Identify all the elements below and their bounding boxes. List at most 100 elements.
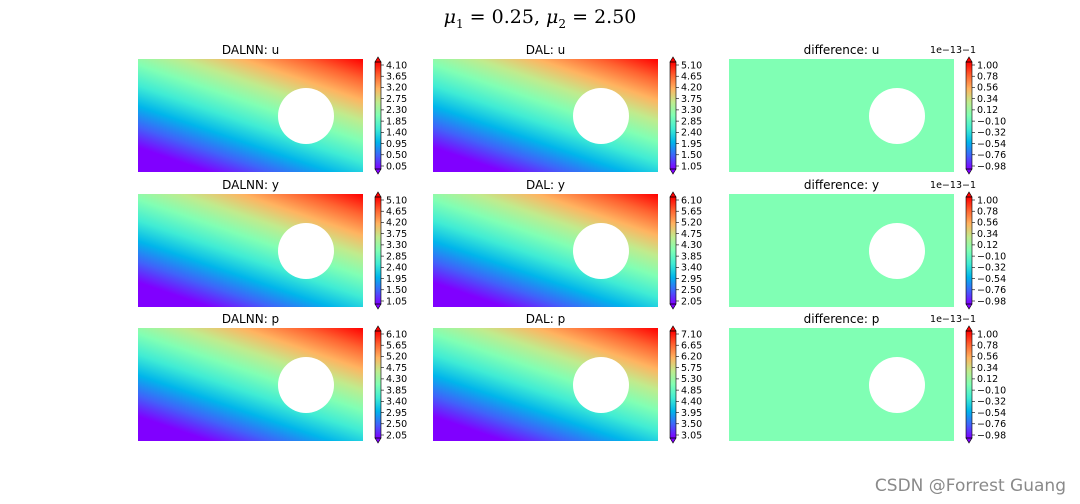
mu2-subscript: 2 (558, 16, 567, 31)
colorbar-tick-label: 4.65 (681, 72, 702, 83)
colorbar-extend-min (374, 437, 382, 444)
colorbar-extend-min (374, 168, 382, 175)
colorbar-bar (966, 331, 972, 438)
colorbar-tick-label: 4.65 (386, 207, 407, 218)
colorbar-tick-label: 5.75 (681, 363, 702, 374)
colorbar-tick-label: −0.98 (977, 296, 1006, 307)
circle-hole (573, 357, 629, 413)
subplot-title: DALNN: p (222, 312, 279, 326)
colorbar-tick-label: 3.30 (386, 240, 407, 251)
colorbar-extend-max (374, 325, 382, 332)
subplot-title: DAL: u (526, 43, 565, 57)
colorbar-tick-label: 2.95 (681, 274, 702, 285)
colorbar-tick-label: 0.12 (977, 240, 998, 251)
colorbar: 2.052.502.953.403.854.304.755.205.656.10 (669, 191, 702, 310)
colorbar-tick-label: 0.56 (977, 352, 998, 363)
colorbar-tick-label: 2.50 (681, 285, 702, 296)
colorbar-tick-label: 5.30 (681, 374, 702, 385)
colorbar-tick-label: 0.56 (977, 83, 998, 94)
colorbar-tick-label: 0.12 (977, 374, 998, 385)
colorbar-tick-label: 2.75 (386, 94, 407, 105)
colorbar-offset-label: 1e−13−1 (930, 314, 976, 325)
colorbar-extend-min (669, 437, 677, 444)
subplot-title: difference: y (804, 178, 879, 192)
subplot: difference: u−0.98−0.76−0.54−0.32−0.100.… (729, 43, 1006, 175)
colorbar-tick-label: 4.75 (681, 229, 702, 240)
colorbar-tick-label: 1.95 (386, 274, 407, 285)
colorbar-bar (966, 197, 972, 304)
colorbar-extend-min (669, 303, 677, 310)
colorbar-tick-label: 3.50 (681, 419, 702, 430)
colorbar-tick-label: −0.10 (977, 385, 1006, 396)
colorbar-tick-label: 0.78 (977, 72, 998, 83)
colorbar-tick-label: 1.50 (386, 285, 407, 296)
subplot: DALNN: p 2.052.502.953.403.854.304.755.20… (138, 312, 407, 444)
colorbar-tick-label: 1.00 (977, 60, 998, 71)
subplot-title: difference: u (804, 43, 880, 57)
colorbar-tick-label: 5.65 (681, 207, 702, 218)
colorbar-extend-max (374, 191, 382, 198)
colorbar-tick-label: 3.65 (386, 72, 407, 83)
colorbar-tick-label: −0.54 (977, 408, 1006, 419)
colorbar-bar (670, 62, 676, 169)
colorbar-tick-label: 2.40 (681, 128, 702, 139)
colorbar: 3.053.503.954.404.855.305.756.206.657.10 (669, 325, 702, 444)
colorbar-extend-min (965, 437, 973, 444)
colorbar: 1.051.501.952.402.853.303.754.204.655.10 (374, 191, 407, 310)
circle-hole (869, 357, 925, 413)
subplot-title: DAL: p (526, 312, 565, 326)
subplot: DALNN: u 0.050.500.951.401.852.302.753.20… (138, 43, 407, 175)
subplot: DAL: p 3.053.503.954.404.855.305.756.206.… (433, 312, 702, 444)
colorbar-tick-label: 3.40 (681, 263, 702, 274)
watermark: CSDN @Forrest Guang (874, 476, 1066, 496)
colorbar-tick-label: 2.05 (681, 296, 702, 307)
subplot-title: DALNN: u (222, 43, 279, 57)
colorbar-tick-label: 3.95 (681, 408, 702, 419)
colorbar-tick-label: 1.85 (386, 116, 407, 127)
colorbar-tick-label: 0.34 (977, 363, 998, 374)
colorbar-tick-label: −0.98 (977, 161, 1006, 172)
colorbar-tick-label: 0.50 (386, 150, 407, 161)
colorbar-tick-label: 0.34 (977, 94, 998, 105)
colorbar-tick-label: 1.40 (386, 128, 407, 139)
colorbar-tick-label: 4.20 (681, 83, 702, 94)
colorbar-tick-label: 5.20 (681, 218, 702, 229)
colorbar-offset-label: 1e−13−1 (930, 45, 976, 56)
colorbar-tick-label: 1.00 (977, 329, 998, 340)
colorbar-tick-label: 3.85 (681, 251, 702, 262)
colorbar-tick-label: 2.85 (386, 251, 407, 262)
figure-title: μ1 = 0.25, μ2 = 2.50 (443, 6, 637, 31)
colorbar-tick-label: 2.40 (386, 263, 407, 274)
colorbar-bar (966, 62, 972, 169)
colorbar-tick-label: 3.05 (681, 430, 702, 441)
colorbar-tick-label: 1.95 (681, 139, 702, 150)
subplot: DAL: y 2.052.502.953.403.854.304.755.205.… (433, 178, 702, 310)
colorbar-tick-label: 4.75 (386, 363, 407, 374)
colorbar-tick-label: 7.10 (681, 329, 702, 340)
colorbar-tick-label: 2.30 (386, 105, 407, 116)
colorbar-tick-label: 0.95 (386, 139, 407, 150)
colorbar-tick-label: 4.40 (681, 397, 702, 408)
colorbar-bar (375, 62, 381, 169)
colorbar-tick-label: 0.56 (977, 218, 998, 229)
colorbar-tick-label: 4.10 (386, 60, 407, 71)
colorbar-tick-label: 1.05 (386, 296, 407, 307)
mu2-value: 2.50 (594, 6, 637, 28)
colorbar-tick-label: 5.65 (386, 341, 407, 352)
colorbar-tick-label: −0.10 (977, 116, 1006, 127)
colorbar-tick-label: 6.10 (681, 195, 702, 206)
colorbar-extend-max (965, 325, 973, 332)
colorbar-tick-label: 5.10 (386, 195, 407, 206)
colorbar-bar (670, 197, 676, 304)
colorbar-extend-min (965, 168, 973, 175)
subplot: DAL: u 1.051.501.952.402.853.303.754.204.… (433, 43, 702, 175)
colorbar-tick-label: 1.05 (681, 161, 702, 172)
colorbar-tick-label: 4.85 (681, 385, 702, 396)
circle-hole (573, 88, 629, 144)
mu1-subscript: 1 (455, 16, 464, 31)
subplot: difference: y−0.98−0.76−0.54−0.32−0.100.… (729, 178, 1006, 310)
colorbar-tick-label: 1.00 (977, 195, 998, 206)
colorbar-tick-label: −0.76 (977, 285, 1006, 296)
colorbar-tick-label: 0.78 (977, 341, 998, 352)
